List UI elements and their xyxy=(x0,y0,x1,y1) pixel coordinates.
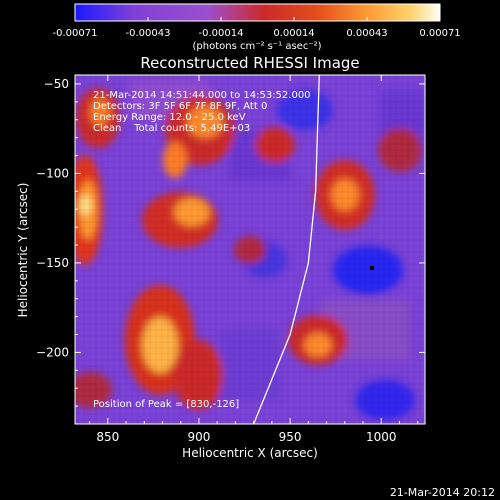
colorbar-tick-label: 0.00071 xyxy=(419,28,460,39)
annotation-clean: Clean Total counts: 5.49E+03 xyxy=(93,123,250,134)
peak-marker xyxy=(370,266,374,270)
colorbar-gradient xyxy=(74,3,441,22)
colorbar-tick-label: 0.00043 xyxy=(346,28,387,39)
y-tick-label: −200 xyxy=(36,345,69,359)
plot-frame xyxy=(74,74,426,425)
solar-limb-curve xyxy=(253,75,320,424)
colorbar-ticks xyxy=(74,17,441,21)
colorbar-tick-label: -0.00014 xyxy=(199,28,244,39)
colorbar-tick-label: -0.00071 xyxy=(53,28,98,39)
rhessi-image xyxy=(75,75,425,424)
y-tick-label: −50 xyxy=(44,77,69,91)
x-tick-label: 850 xyxy=(96,430,119,444)
footer-timestamp: 21-Mar-2014 20:12 xyxy=(390,486,495,499)
x-tick-label: 950 xyxy=(279,430,302,444)
x-tick-label: 1000 xyxy=(366,430,397,444)
annotation-time-range: 21-Mar-2014 14:51:44.000 to 14:53:52.000 xyxy=(93,90,311,101)
annotation-detectors: Detectors: 3F 5F 6F 7F 8F 9F, Att 0 xyxy=(93,101,267,112)
y-axis: −50 −100 −150 −200 xyxy=(36,77,425,407)
colorbar: -0.00071 -0.00043 -0.00014 0.00014 0.00043 0.… xyxy=(53,3,461,52)
colorbar-units: (photons cm⁻² s⁻¹ asec⁻²) xyxy=(192,41,321,52)
colorbar-tick-label: 0.00014 xyxy=(273,28,314,39)
annotation-energy: Energy Range: 12.0 - 25.0 keV xyxy=(93,112,246,123)
colorbar-tick-label: -0.00043 xyxy=(126,28,171,39)
annotation-peak: Position of Peak = [830,-126] xyxy=(93,399,239,410)
y-axis-label: Heliocentric Y (arcsec) xyxy=(16,183,30,318)
x-axis: 850 900 950 1000 xyxy=(89,75,419,444)
x-tick-label: 900 xyxy=(188,430,211,444)
y-tick-label: −150 xyxy=(36,256,69,270)
colorbar-labels: -0.00071 -0.00043 -0.00014 0.00014 0.00043 0.… xyxy=(53,28,461,39)
plot-title: Reconstructed RHESSI Image xyxy=(140,54,359,72)
annotations: 21-Mar-2014 14:51:44.000 to 14:53:52.000… xyxy=(93,90,311,410)
x-axis-label: Heliocentric X (arcsec) xyxy=(182,446,318,460)
y-tick-label: −100 xyxy=(36,166,69,180)
